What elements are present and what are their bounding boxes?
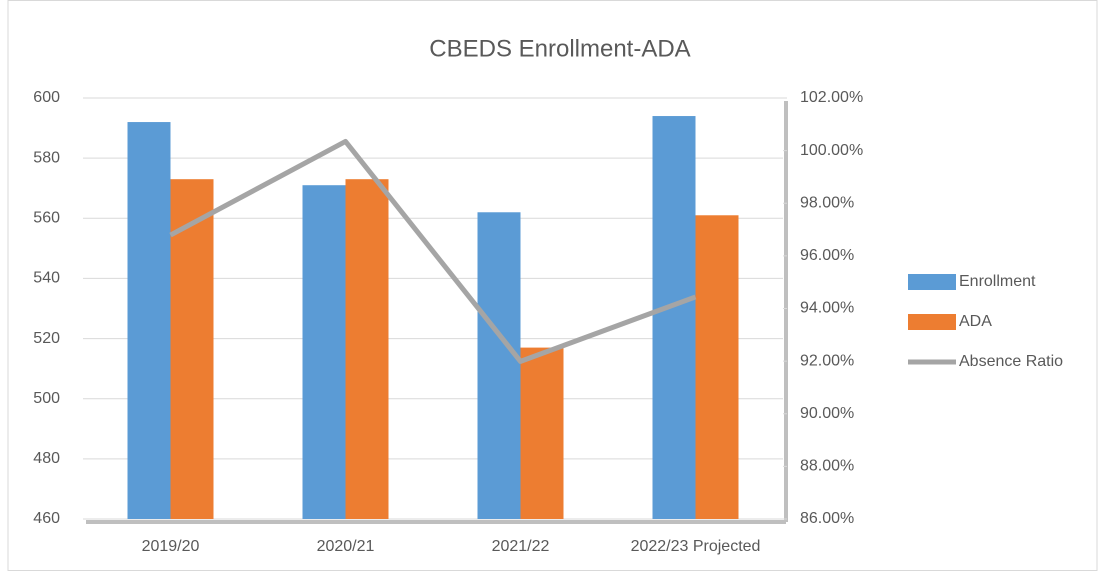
bar [127,122,171,520]
y-tick-label: 480 [33,450,60,467]
y2-tick-label: 88.00% [800,458,854,475]
y2-tick-label: 98.00% [800,194,854,211]
y-tick-label: 460 [33,510,60,527]
y-tick-label: 600 [33,89,60,106]
bar [345,179,389,519]
legend-label: ADA [959,313,992,330]
y-tick-label: 520 [33,330,60,347]
x-tick-label: 2022/23 Projected [631,538,761,555]
y-tick-label: 580 [33,149,60,166]
legend-label: Enrollment [959,273,1036,290]
bar [652,116,696,520]
bar [520,347,564,519]
line-series [169,138,697,364]
x-tick-label: 2020/21 [317,538,375,555]
y-tick-label: 560 [33,210,60,227]
legend-label: Absence Ratio [959,353,1063,370]
y2-tick-label: 86.00% [800,510,854,527]
y2-tick-label: 100.00% [800,142,863,159]
y2-tick-label: 92.00% [800,352,854,369]
y-tick-label: 540 [33,270,60,287]
x-tick-label: 2021/22 [492,538,550,555]
bar [695,215,739,519]
y2-tick-label: 94.00% [800,300,854,317]
legend-swatch [908,274,956,290]
x-tick-label: 2019/20 [142,538,200,555]
y2-tick-label: 96.00% [800,247,854,264]
y2-tick-label: 102.00% [800,89,863,106]
bar [170,179,214,519]
y-tick-label: 500 [33,390,60,407]
y2-tick-label: 90.00% [800,405,854,422]
legend-swatch [908,314,956,330]
bar [302,185,346,519]
bar [477,212,521,519]
chart-title: CBEDS Enrollment-ADA [429,35,690,62]
